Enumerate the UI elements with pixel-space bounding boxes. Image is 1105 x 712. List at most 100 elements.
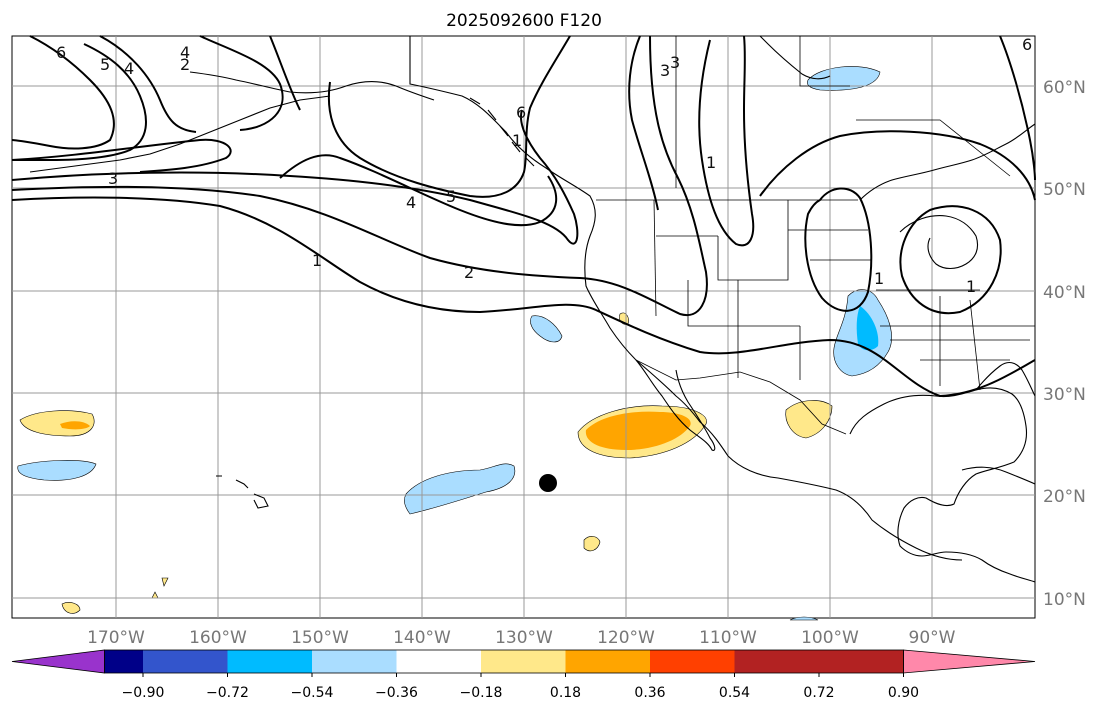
contour-label: 3	[670, 53, 680, 72]
shade-yellow-small-1	[583, 536, 601, 552]
contour-3-north	[628, 35, 659, 211]
colorbar-tick-label: −0.54	[291, 685, 334, 701]
lon-label: 120°W	[597, 628, 655, 648]
lon-labels: 170°W 160°W 150°W 140°W 130°W 120°W 110°…	[87, 628, 956, 648]
coast-hudson-bay	[759, 35, 831, 80]
contour-label: 3	[660, 61, 670, 80]
contour-1-canada	[698, 35, 755, 247]
lat-label: 60°N	[1043, 78, 1086, 98]
contour-label: 6	[516, 103, 526, 122]
colorbar-tick-label: 0.36	[634, 685, 665, 701]
colorbar-tick-label: −0.18	[460, 685, 503, 701]
lon-label: 90°W	[909, 628, 956, 648]
lat-label: 20°N	[1043, 487, 1086, 507]
lat-label: 10°N	[1043, 590, 1086, 610]
colorbar-segment	[312, 650, 397, 673]
colorbar-tick-label: −0.36	[375, 685, 418, 701]
contour-1-alaska	[269, 35, 301, 111]
contour-label: 1	[966, 277, 976, 296]
graticule	[12, 36, 1035, 618]
contour-1-canada-east	[759, 130, 1036, 201]
lat-label: 30°N	[1043, 385, 1086, 405]
colorbar-tick-label: 0.18	[550, 685, 581, 701]
colorbar-segment	[650, 650, 735, 673]
colorbar-segment	[227, 650, 312, 673]
contours	[11, 35, 1036, 398]
shade-yellow-small-4	[161, 577, 169, 587]
coast-baja	[635, 359, 716, 451]
colorbar-tick-label: −0.72	[206, 685, 249, 701]
coast-alaska-south	[189, 71, 435, 101]
lon-label: 170°W	[87, 628, 145, 648]
contour-label: 2	[464, 263, 474, 282]
colorbar: −0.90 −0.72 −0.54 −0.36 −0.18 0.18 0.36 0.54 0.7…	[11, 649, 1036, 701]
lon-label: 160°W	[189, 628, 247, 648]
contour-label: 4	[180, 43, 190, 62]
island-aleutians	[29, 95, 331, 173]
colorbar-segment	[396, 650, 481, 673]
political-boundaries	[596, 35, 1035, 435]
colorbar-segment	[734, 650, 819, 673]
contour-4-pacific	[11, 138, 232, 173]
contour-label: 4	[124, 59, 134, 78]
contour-label: 1	[312, 251, 322, 270]
lon-label: 110°W	[699, 628, 757, 648]
shade-yellow-west-pacific	[19, 410, 95, 437]
island-cluster-bc	[469, 97, 535, 167]
lat-label: 50°N	[1043, 180, 1086, 200]
shading-layer	[17, 66, 892, 621]
shade-orange-west-pacific	[60, 421, 90, 430]
coast-cuba	[961, 466, 1036, 485]
contour-label: 5	[446, 187, 456, 206]
contour-1-east-edge	[999, 35, 1036, 181]
contour-label: 6	[56, 43, 66, 62]
coast-alaska-bc-usa	[409, 36, 963, 561]
lon-label: 130°W	[495, 628, 553, 648]
coast-east-canada	[859, 123, 1036, 201]
lon-label: 150°W	[291, 628, 349, 648]
contour-6-gulfak	[327, 35, 571, 198]
colorbar-ticks: −0.90 −0.72 −0.54 −0.36 −0.18 0.18 0.36 0.54 0.7…	[122, 673, 919, 701]
contour-3-pacific	[11, 109, 579, 245]
lon-label: 140°W	[393, 628, 451, 648]
coast-great-lakes	[899, 215, 979, 270]
colorbar-segment	[143, 650, 228, 673]
contour-4-bering	[99, 35, 197, 133]
map-panel: 6 5 4 3 2 1 1 2 3 4 5 6 6 3 4 1 1 1	[11, 35, 1036, 621]
contour-closed-plains	[804, 187, 873, 312]
contour-label: 1	[512, 131, 522, 150]
contour-2-pacific	[11, 35, 708, 317]
contour-5-bering	[12, 43, 147, 162]
contour-5-gulfak	[279, 154, 558, 227]
contour-label: 4	[406, 193, 416, 212]
coast-florida	[975, 361, 1036, 397]
island-hawaii	[216, 475, 269, 509]
colorbar-tick-label: −0.90	[122, 685, 165, 701]
colorbar-segments	[11, 649, 1036, 674]
contour-4-alaska	[199, 35, 284, 131]
colorbar-tick-label: 0.72	[803, 685, 834, 701]
colorbar-extend-high	[903, 649, 1036, 674]
colorbar-outline	[104, 649, 904, 674]
colorbar-segment	[565, 650, 650, 673]
shade-blue-offshore-ca	[530, 315, 563, 343]
contour-label: 1	[874, 269, 884, 288]
contour-label: 2	[180, 55, 190, 74]
colorbar-segment	[104, 650, 143, 673]
shade-yellow-texas	[785, 400, 833, 439]
shade-orange-baja-offshore	[585, 411, 691, 450]
colorbar-tick-label: 0.90	[888, 685, 919, 701]
lat-label: 40°N	[1043, 283, 1086, 303]
storm-position-dot	[539, 474, 557, 492]
colorbar-segment	[819, 650, 904, 673]
contour-label: 5	[100, 55, 110, 74]
shade-yellow-small-2	[61, 602, 81, 614]
contour-closed-greatlakes	[899, 205, 1002, 315]
figure-title: 2025092600 F120	[446, 11, 602, 31]
contour-6-bering	[11, 35, 115, 150]
contour-label: 3	[108, 169, 118, 188]
shade-blue-midwest-core	[856, 306, 879, 351]
lon-label: 100°W	[801, 628, 859, 648]
contour-labels: 6 5 4 3 2 1 1 2 3 4 5 6 6 3 4 1 1 1	[56, 35, 1032, 296]
contour-label: 6	[1022, 35, 1032, 54]
